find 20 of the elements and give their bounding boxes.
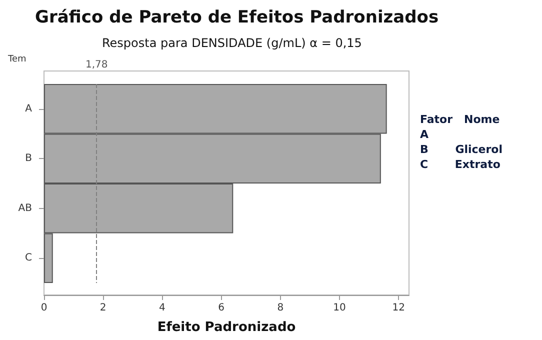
- x-tick-label: 6: [218, 302, 225, 314]
- y-tick-label: C: [25, 252, 32, 264]
- x-tick-label: 0: [40, 302, 48, 314]
- y-axis-title: Tem: [7, 54, 26, 64]
- y-tick-label: B: [25, 153, 32, 164]
- ref-line-label: 1,78: [85, 60, 108, 70]
- x-axis-title: Efeito Padronizado: [157, 320, 296, 335]
- x-tick-label: 2: [100, 302, 106, 314]
- x-tick-label: 4: [159, 302, 166, 314]
- text: B Glicerol: [420, 143, 502, 156]
- y-tick-label: AB: [18, 202, 32, 214]
- chart-title: Gráfico de Pareto de Efeitos Padronizados: [35, 8, 439, 28]
- x-tick-label: 8: [277, 302, 284, 314]
- text: A: [420, 128, 429, 141]
- chart-subtitle: Resposta para DENSIDADE (g/mL) α = 0,15: [102, 36, 362, 50]
- x-tick-label: 12: [392, 302, 406, 314]
- x-tick-label: 10: [333, 302, 346, 314]
- text: Fator Nome: [420, 113, 500, 126]
- text: C Extrato: [420, 158, 501, 171]
- y-tick-label: A: [25, 103, 32, 114]
